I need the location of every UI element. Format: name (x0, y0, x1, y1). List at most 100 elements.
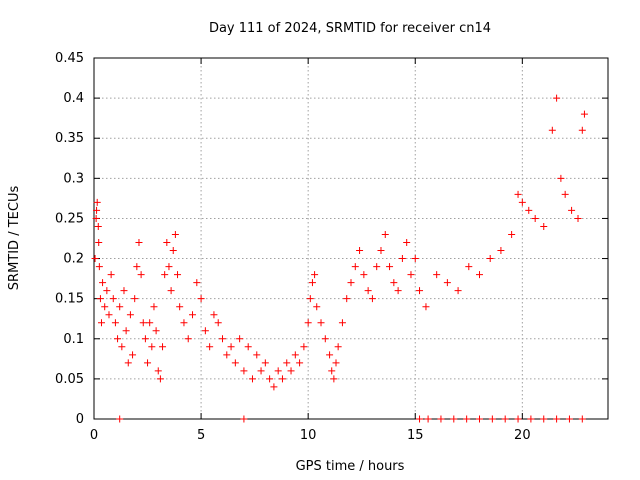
y-axis-label: SRMTID / TECUs (7, 186, 22, 291)
data-point (148, 343, 156, 351)
x-tick-label: 20 (514, 428, 531, 443)
data-point (278, 375, 286, 383)
data-point (330, 375, 338, 383)
y-tick-label: 0.45 (55, 51, 84, 66)
data-point (139, 319, 147, 327)
data-point (219, 335, 226, 343)
data-point (107, 271, 115, 279)
data-point (360, 271, 368, 279)
data-point (223, 351, 231, 359)
data-points (91, 94, 588, 423)
data-point (150, 303, 158, 311)
data-point (332, 359, 340, 367)
x-tick-label: 15 (407, 428, 424, 443)
data-point (476, 271, 483, 279)
data-point (144, 359, 152, 367)
y-tick-label: 0.05 (55, 372, 84, 387)
data-point (93, 206, 101, 214)
data-point (270, 383, 278, 391)
data-point (580, 110, 588, 118)
data-point (201, 327, 209, 335)
data-point (328, 367, 336, 375)
y-tick-label: 0.3 (63, 171, 84, 186)
data-point (403, 239, 411, 247)
data-point (557, 174, 565, 182)
data-point (97, 319, 105, 327)
data-point (231, 359, 239, 367)
data-point (214, 319, 222, 327)
data-point (488, 415, 496, 423)
data-point (287, 367, 295, 375)
data-point (291, 351, 299, 359)
data-point (159, 343, 167, 351)
data-point (437, 415, 445, 423)
data-point (266, 375, 274, 383)
data-point (118, 343, 126, 351)
data-point (244, 343, 252, 351)
data-point (518, 198, 526, 206)
data-point (96, 295, 104, 303)
data-point (390, 279, 398, 287)
data-point (189, 311, 197, 319)
data-point (553, 94, 561, 102)
data-point (308, 279, 316, 287)
data-point (240, 367, 248, 375)
data-point (95, 263, 103, 271)
data-point (386, 263, 394, 271)
x-tick-label: 5 (197, 428, 205, 443)
data-point (411, 255, 419, 263)
y-tick-label: 0.35 (55, 131, 84, 146)
y-tick-label: 0.2 (63, 252, 84, 267)
data-point (193, 279, 201, 287)
data-point (116, 303, 124, 311)
data-point (141, 335, 149, 343)
data-point (527, 415, 535, 423)
data-point (257, 367, 265, 375)
data-point (146, 319, 154, 327)
data-point (306, 295, 314, 303)
data-point (94, 222, 102, 230)
data-point (101, 303, 109, 311)
data-point (304, 319, 312, 327)
data-point (443, 279, 451, 287)
data-point (422, 303, 430, 311)
data-point (169, 247, 177, 255)
data-point (321, 335, 329, 343)
data-point (351, 263, 359, 271)
data-point (313, 303, 321, 311)
data-point (326, 351, 334, 359)
data-point (416, 415, 424, 423)
data-point (454, 287, 462, 295)
data-point (109, 295, 117, 303)
data-point (486, 255, 494, 263)
data-point (261, 359, 269, 367)
data-point (171, 230, 179, 238)
plot-frame (93, 57, 609, 420)
data-point (122, 327, 130, 335)
data-point (508, 230, 516, 238)
data-point (283, 359, 291, 367)
data-point (334, 343, 342, 351)
x-tick-label: 10 (300, 428, 317, 443)
data-point (531, 214, 539, 222)
data-point (197, 295, 205, 303)
data-point (300, 343, 308, 351)
data-point (176, 303, 184, 311)
data-point (236, 335, 244, 343)
data-point (152, 327, 160, 335)
data-point (116, 415, 124, 423)
data-point (92, 214, 100, 222)
data-point (174, 271, 182, 279)
data-point (501, 415, 509, 423)
data-point (253, 351, 261, 359)
data-point (167, 287, 175, 295)
data-point (103, 287, 111, 295)
data-point (137, 271, 145, 279)
data-point (311, 271, 319, 279)
data-point (568, 206, 576, 214)
data-point (248, 375, 256, 383)
data-point (407, 271, 415, 279)
data-point (514, 415, 522, 423)
data-point (93, 198, 101, 206)
x-tick-label: 0 (90, 428, 98, 443)
